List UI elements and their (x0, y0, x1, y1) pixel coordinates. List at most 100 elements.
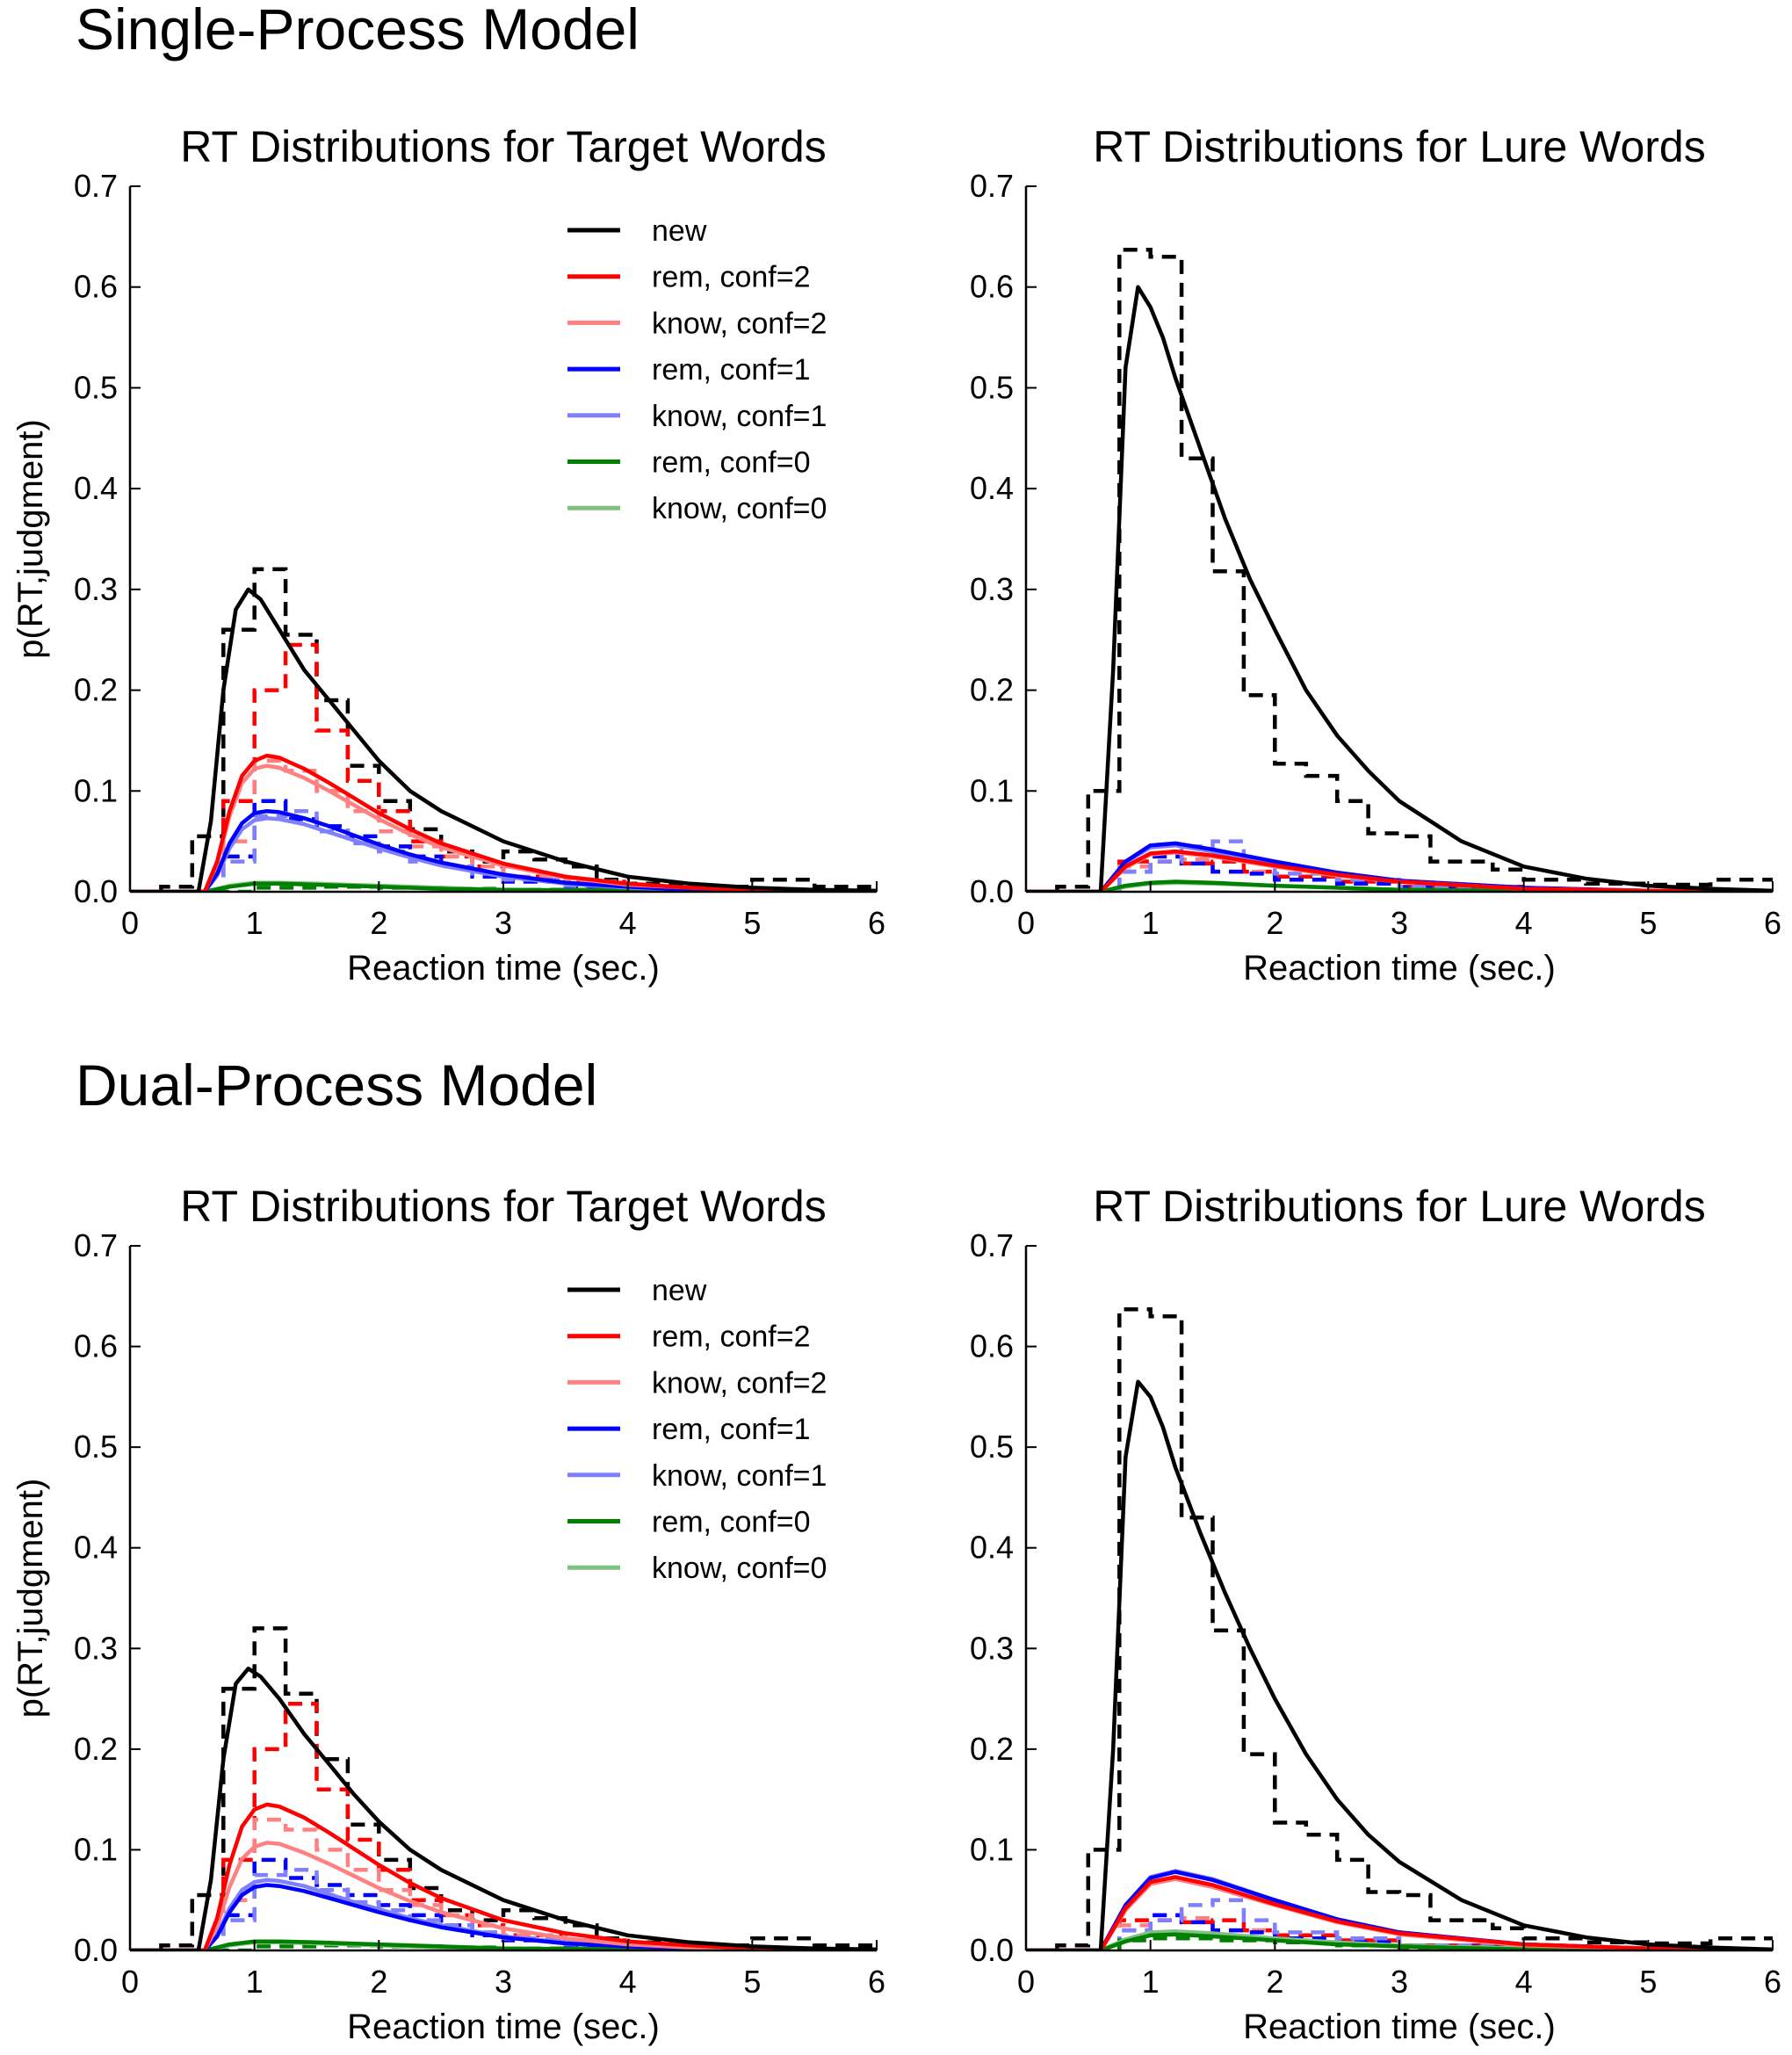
y-tick-label: 0.3 (74, 571, 118, 607)
legend-label: rem, conf=2 (652, 261, 810, 294)
legend-label: rem, conf=1 (652, 1413, 810, 1446)
x-tick-label: 5 (743, 905, 761, 941)
data-histogram (159, 567, 877, 892)
x-tick-label: 6 (868, 1964, 885, 2000)
x-tick-label: 4 (1515, 1964, 1533, 2000)
model-curve (130, 1883, 877, 1950)
legend-label: know, conf=0 (652, 1552, 827, 1585)
chart-title: RT Distributions for Lure Words (1093, 1182, 1706, 1231)
legend-label: rem, conf=1 (652, 353, 810, 387)
y-tick-label: 0.1 (74, 772, 118, 808)
model-curve (1026, 1932, 1773, 1950)
x-tick-label: 3 (495, 1964, 512, 2000)
y-tick-label: 0.6 (970, 1328, 1014, 1364)
y-tick-label: 0.6 (74, 1328, 118, 1364)
y-tick-label: 0.2 (74, 1731, 118, 1767)
model-curve (130, 1939, 877, 1950)
legend-label: know, conf=2 (652, 1366, 827, 1400)
y-tick-label: 0.0 (74, 873, 118, 909)
x-tick-label: 3 (495, 905, 512, 941)
y-tick-label: 0.2 (970, 1731, 1014, 1767)
data-histogram (159, 1626, 877, 1950)
y-tick-label: 0.5 (74, 369, 118, 405)
legend-label: rem, conf=0 (652, 1506, 810, 1539)
y-tick-label: 0.3 (74, 1630, 118, 1666)
section-title-single-process: Single-Process Model (76, 0, 639, 62)
plot-area (1026, 1306, 1773, 1950)
y-tick-label: 0.1 (74, 1831, 118, 1867)
x-tick-label: 4 (619, 905, 637, 941)
legend-label: know, conf=0 (652, 492, 827, 525)
x-tick-label: 5 (1639, 905, 1657, 941)
chart-panel-4: RT Distributions for Lure Words 0 1 2 3 4 5 6 0.… (970, 1182, 1781, 2046)
legend-label: new (652, 214, 707, 248)
x-tick-label: 6 (868, 905, 885, 941)
legend-label: new (652, 1274, 707, 1307)
model-curve (130, 808, 877, 892)
y-tick-label: 0.6 (970, 269, 1014, 305)
y-tick-label: 0.3 (970, 1630, 1014, 1666)
y-tick-label: 0.4 (970, 1530, 1014, 1566)
plot-area (130, 567, 877, 892)
data-histogram (191, 1857, 628, 1950)
x-tick-label: 3 (1391, 1964, 1408, 2000)
x-tick-label: 1 (246, 905, 264, 941)
y-tick-label: 0.5 (970, 1429, 1014, 1465)
model-curve (130, 881, 877, 892)
x-tick-label: 3 (1391, 905, 1408, 941)
y-axis-label: p(RT,judgment) (11, 1479, 50, 1719)
y-tick-label: 0.1 (970, 1831, 1014, 1867)
legend-label: know, conf=1 (652, 1459, 827, 1493)
data-histogram (1117, 839, 1524, 892)
chart-panel-1: RT Distributions for Target Words 0 1 2 3 4 5 6… (11, 122, 885, 988)
chart-panel-3: RT Distributions for Target Words 0 1 2 3 4 5 6… (11, 1182, 885, 2046)
x-tick-label: 5 (743, 1964, 761, 2000)
chart-title: RT Distributions for Target Words (180, 1182, 826, 1231)
model-curve (1026, 1379, 1773, 1950)
x-tick-label: 1 (1142, 1964, 1160, 2000)
legend: new rem, conf=2 know, conf=2 rem, conf=1 kno… (567, 1274, 827, 1585)
legend-label: know, conf=2 (652, 307, 827, 340)
x-axis-label: Reaction time (sec.) (347, 949, 660, 988)
x-tick-label: 2 (370, 1964, 387, 2000)
y-tick-label: 0.0 (970, 1932, 1014, 1968)
y-tick-label: 0.1 (970, 772, 1014, 808)
data-histogram (191, 1868, 628, 1950)
x-tick-label: 4 (619, 1964, 637, 2000)
y-tick-label: 0.4 (970, 470, 1014, 506)
model-curve (1026, 1875, 1773, 1950)
model-curve (1026, 879, 1773, 892)
x-tick-label: 5 (1639, 1964, 1657, 2000)
data-histogram (1117, 1898, 1524, 1950)
x-tick-label: 1 (1142, 905, 1160, 941)
y-tick-label: 0.0 (970, 873, 1014, 909)
y-tick-label: 0.5 (74, 1429, 118, 1465)
x-tick-label: 6 (1764, 905, 1781, 941)
x-axis-label: Reaction time (sec.) (1243, 949, 1556, 988)
x-tick-label: 2 (1266, 905, 1283, 941)
x-tick-label: 0 (121, 1964, 139, 2000)
x-tick-label: 2 (1266, 1964, 1283, 2000)
legend-label: know, conf=1 (652, 400, 827, 433)
plot-area (130, 1626, 877, 1950)
y-tick-label: 0.6 (74, 269, 118, 305)
x-tick-label: 0 (1017, 905, 1035, 941)
legend-label: rem, conf=2 (652, 1321, 810, 1354)
chart-title: RT Distributions for Lure Words (1093, 122, 1706, 171)
x-axis-label: Reaction time (sec.) (347, 2008, 660, 2046)
data-histogram (1055, 1306, 1773, 1950)
data-histogram (191, 799, 628, 892)
y-tick-label: 0.4 (74, 470, 118, 506)
model-curve (1026, 285, 1773, 892)
y-tick-label: 0.7 (74, 168, 118, 204)
y-tick-label: 0.2 (74, 672, 118, 708)
legend: new rem, conf=2 know, conf=2 rem, conf=1 kno… (567, 214, 827, 525)
y-axis-label: p(RT,judgment) (11, 419, 50, 659)
plot-area (1026, 248, 1773, 892)
y-tick-label: 0.2 (970, 672, 1014, 708)
model-curve (1026, 849, 1773, 892)
y-tick-label: 0.4 (74, 1530, 118, 1566)
x-tick-label: 1 (246, 1964, 264, 2000)
y-tick-label: 0.7 (74, 1227, 118, 1263)
